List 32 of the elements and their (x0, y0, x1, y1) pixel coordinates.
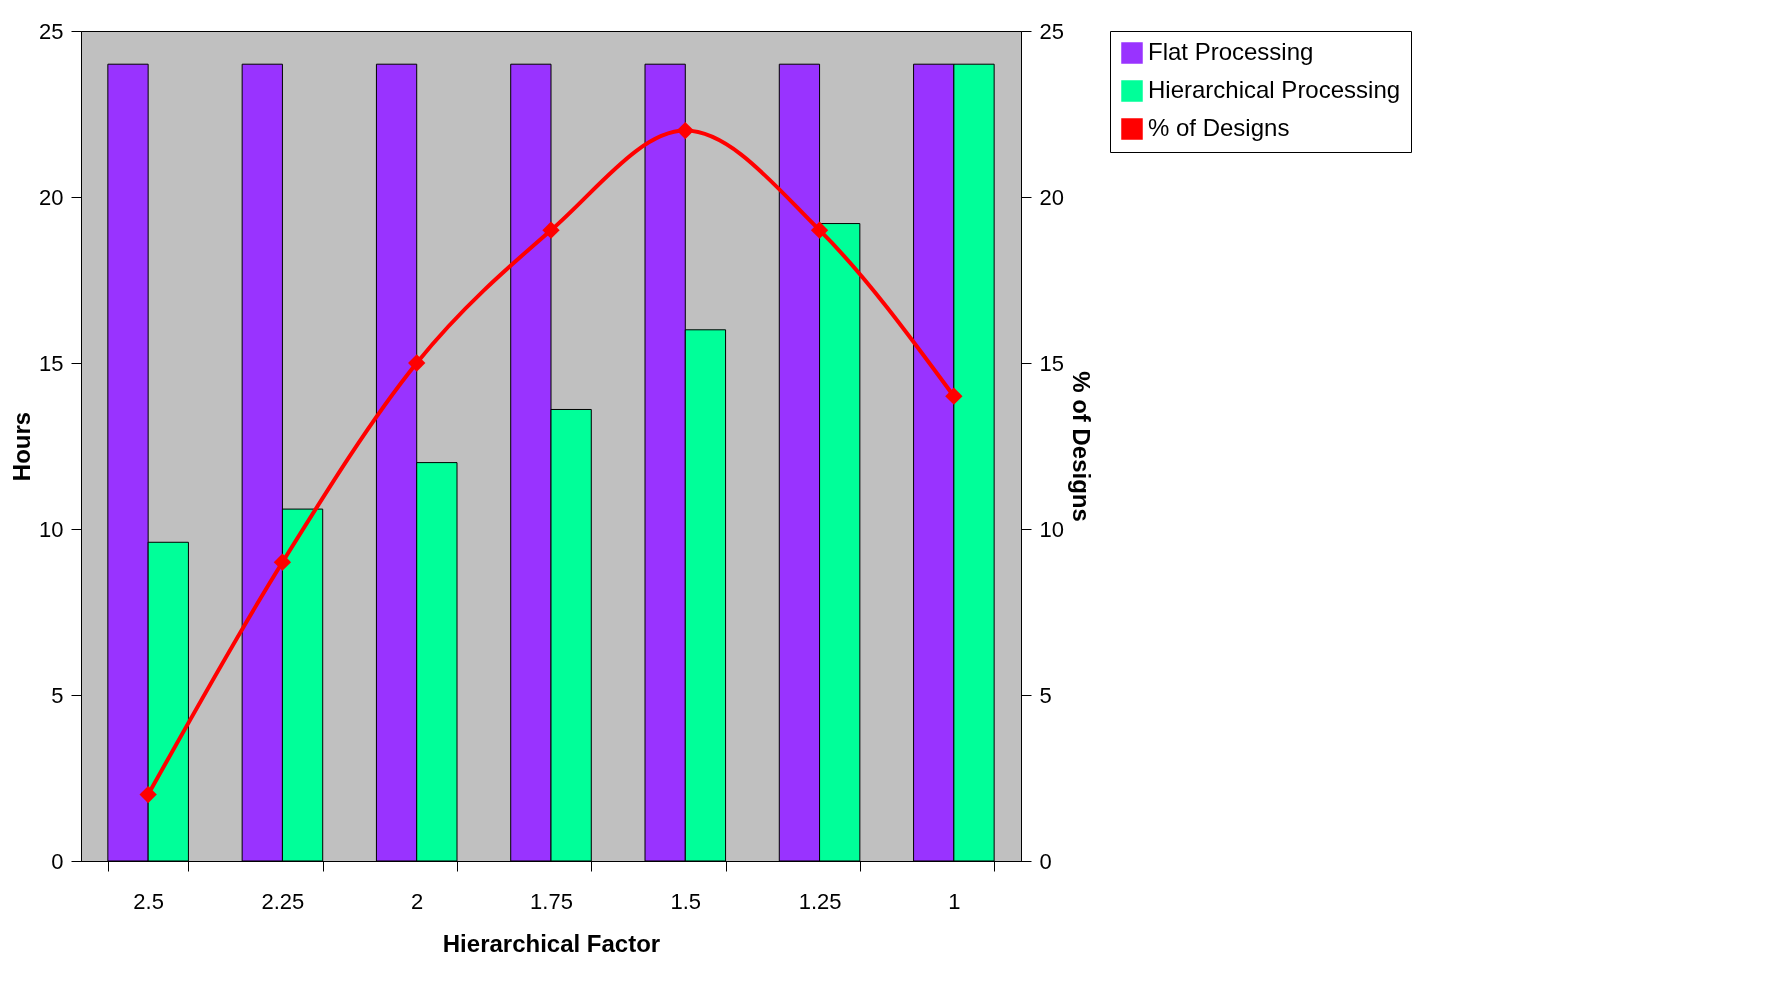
y-tick-label: 20 (39, 184, 64, 210)
y-tick-label: 15 (39, 350, 64, 376)
legend-label: Flat Processing (1148, 38, 1314, 65)
x-tick-label: 2.25 (261, 888, 305, 914)
x-tick-label: 1 (948, 888, 961, 914)
y-tick-label: 0 (51, 848, 64, 874)
y2-tick-label: 15 (1039, 350, 1064, 376)
y2-tick-label: 20 (1039, 184, 1064, 210)
y-axis-title: Hours (8, 411, 36, 482)
y-tick-label: 25 (39, 18, 64, 44)
point (408, 354, 426, 372)
y-tick-label: 5 (51, 682, 64, 708)
point (676, 121, 694, 140)
x-tick-label: 2.5 (133, 888, 164, 914)
x-tick-label: 1.25 (798, 888, 842, 914)
legend-label: Hierarchical Processing (1148, 76, 1401, 103)
point (810, 221, 829, 239)
x-tick-label: 2 (411, 888, 424, 914)
y2-tick-label: 0 (1039, 848, 1052, 874)
legend-label: % of Designs (1148, 114, 1290, 141)
x-tick-label: 1.75 (530, 888, 573, 914)
point (139, 785, 157, 804)
point (542, 221, 560, 239)
point (273, 553, 292, 571)
y2-tick-label: 5 (1039, 682, 1052, 708)
y-tick-label: 10 (39, 516, 64, 542)
y2-axis-title: % of Designs (1067, 371, 1095, 522)
y2-tick-label: 10 (1039, 516, 1064, 542)
y2-tick-label: 25 (1039, 18, 1064, 44)
x-axis-title: Hierarchical Factor (442, 929, 661, 957)
x-tick-label: 1.5 (670, 888, 702, 914)
point (945, 387, 963, 405)
